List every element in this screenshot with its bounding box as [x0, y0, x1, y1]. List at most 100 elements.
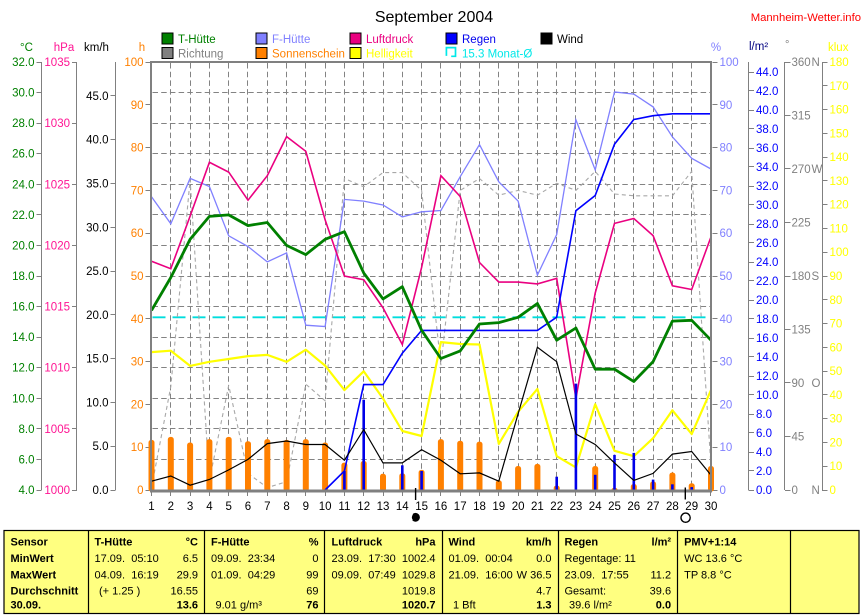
svg-text:100: 100 [124, 57, 143, 69]
svg-text:12: 12 [357, 501, 370, 513]
svg-text:0.0: 0.0 [93, 485, 109, 497]
svg-text:40: 40 [830, 390, 843, 402]
svg-text:1019.8: 1019.8 [402, 586, 436, 598]
svg-text:80: 80 [720, 143, 733, 155]
svg-text:4.7: 4.7 [536, 586, 551, 598]
svg-text:4: 4 [206, 501, 213, 513]
svg-text:19: 19 [492, 501, 505, 513]
svg-text:180: 180 [830, 57, 849, 69]
svg-text:30: 30 [705, 501, 718, 513]
svg-text:1020: 1020 [44, 240, 70, 252]
svg-text:26.0: 26.0 [756, 238, 778, 250]
svg-text:04.09. 16:19: 04.09. 16:19 [95, 569, 159, 581]
svg-text:0: 0 [137, 485, 143, 497]
svg-text:44.0: 44.0 [756, 67, 778, 79]
svg-text:MaxWert: MaxWert [11, 569, 57, 581]
svg-text:MinWert: MinWert [11, 553, 55, 565]
svg-text:12.0: 12.0 [756, 371, 778, 383]
svg-text:10.0: 10.0 [86, 397, 108, 409]
svg-text:l/m²: l/m² [652, 537, 672, 549]
svg-text:30: 30 [830, 414, 843, 426]
svg-text:20.0: 20.0 [12, 240, 34, 252]
svg-text:PMV+1:14: PMV+1:14 [684, 537, 737, 549]
svg-text:22.0: 22.0 [12, 210, 34, 222]
svg-text:September 2004: September 2004 [375, 9, 493, 26]
svg-text:18.0: 18.0 [756, 314, 778, 326]
svg-text:28.0: 28.0 [12, 118, 34, 130]
svg-text:30: 30 [720, 357, 733, 369]
svg-text:4.0: 4.0 [19, 485, 35, 497]
svg-text:klux: klux [828, 42, 849, 54]
svg-text:50: 50 [720, 271, 733, 283]
svg-text:Regentage: 11: Regentage: 11 [565, 553, 636, 565]
svg-text:09.09. 23:34: 09.09. 23:34 [211, 553, 275, 565]
svg-text:S: S [812, 271, 820, 283]
svg-text:8: 8 [283, 501, 289, 513]
svg-text:23.09. 17:30: 23.09. 17:30 [332, 553, 396, 565]
svg-text:Sensor: Sensor [11, 537, 49, 549]
svg-text:T-Hütte: T-Hütte [95, 537, 133, 549]
svg-text:10: 10 [720, 442, 733, 454]
svg-text:30.0: 30.0 [86, 222, 108, 234]
svg-text:38.0: 38.0 [756, 124, 778, 136]
svg-text:90: 90 [792, 378, 805, 390]
svg-text:28.0: 28.0 [756, 219, 778, 231]
svg-text:270: 270 [792, 164, 811, 176]
svg-text:Helligkeit: Helligkeit [366, 49, 413, 61]
svg-text:°C: °C [186, 537, 198, 549]
svg-text:42.0: 42.0 [756, 86, 778, 98]
svg-text:W: W [812, 164, 823, 176]
svg-text:km/h: km/h [84, 42, 109, 54]
svg-text:17.09. 05:10: 17.09. 05:10 [95, 553, 159, 565]
svg-text:5: 5 [225, 501, 231, 513]
svg-text:90: 90 [720, 100, 733, 112]
svg-text:3: 3 [187, 501, 193, 513]
svg-text:10: 10 [319, 501, 332, 513]
svg-text:60: 60 [830, 342, 843, 354]
svg-text:150: 150 [830, 128, 849, 140]
svg-text:22.0: 22.0 [756, 276, 778, 288]
svg-text:N: N [812, 485, 820, 497]
svg-text:1030: 1030 [44, 118, 70, 130]
svg-text:99: 99 [306, 569, 318, 581]
svg-text:2: 2 [168, 501, 174, 513]
svg-text:70: 70 [131, 185, 144, 197]
svg-text:120: 120 [830, 200, 849, 212]
svg-text:°C: °C [20, 42, 33, 54]
svg-text:26: 26 [627, 501, 640, 513]
svg-text:100: 100 [830, 247, 849, 259]
svg-text:25: 25 [608, 501, 621, 513]
svg-text:24.0: 24.0 [12, 179, 34, 191]
svg-text:10: 10 [131, 442, 144, 454]
svg-text:Regen: Regen [565, 537, 599, 549]
svg-text:80: 80 [830, 295, 843, 307]
svg-text:45: 45 [792, 432, 805, 444]
svg-text:40: 40 [720, 314, 733, 326]
svg-text:9: 9 [303, 501, 309, 513]
svg-text:76: 76 [306, 600, 318, 612]
svg-text:20: 20 [512, 501, 525, 513]
svg-text:40: 40 [131, 314, 144, 326]
svg-text:T-Hütte: T-Hütte [178, 34, 216, 46]
svg-text:20.0: 20.0 [756, 295, 778, 307]
svg-text:7: 7 [264, 501, 270, 513]
svg-text:16.0: 16.0 [12, 302, 34, 314]
svg-text:23.09. 17:55: 23.09. 17:55 [565, 569, 629, 581]
svg-text:11.2: 11.2 [651, 569, 672, 581]
svg-text:39.6 l/m²: 39.6 l/m² [569, 600, 612, 612]
svg-text:180: 180 [792, 271, 811, 283]
svg-text:140: 140 [830, 152, 849, 164]
svg-text:F-Hütte: F-Hütte [211, 537, 250, 549]
svg-text:30: 30 [131, 357, 144, 369]
svg-text:50: 50 [131, 271, 144, 283]
svg-text:34.0: 34.0 [756, 162, 778, 174]
svg-text:18.0: 18.0 [12, 271, 34, 283]
svg-text:1025: 1025 [44, 179, 70, 191]
svg-text:0.0: 0.0 [536, 553, 551, 565]
svg-text:15.3 Monat-Ø: 15.3 Monat-Ø [462, 49, 532, 61]
svg-text:W 36.5: W 36.5 [517, 569, 552, 581]
svg-text:18: 18 [473, 501, 486, 513]
svg-text:N: N [812, 57, 820, 69]
svg-text:20: 20 [720, 399, 733, 411]
svg-text:14.0: 14.0 [12, 332, 34, 344]
